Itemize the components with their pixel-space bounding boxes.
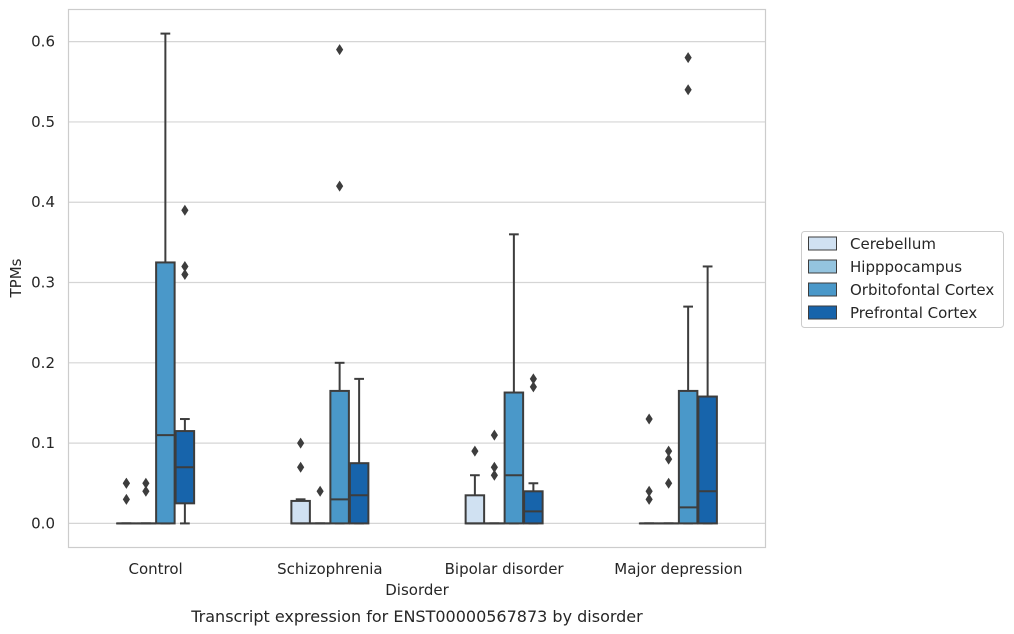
outlier-point: [645, 493, 653, 505]
y-tick-label: 0.0: [31, 514, 55, 532]
outlier-point: [142, 477, 150, 489]
box-cerebellum: [290, 437, 311, 525]
box-orbitofontal-cortex: [155, 32, 176, 525]
box-groups: [116, 32, 718, 525]
chart-caption: Transcript expression for ENST0000056787…: [190, 607, 643, 626]
legend-label: Prefrontal Cortex: [850, 304, 977, 322]
x-tick-label: Schizophrenia: [277, 560, 382, 578]
y-tick-label: 0.4: [31, 193, 55, 211]
box-prefrontal-cortex: [523, 373, 544, 525]
y-axis-title: TPMs: [7, 258, 25, 298]
outlier-point: [181, 204, 189, 216]
outlier-point: [297, 461, 305, 473]
box-prefrontal-cortex: [697, 265, 718, 525]
box-body: [464, 494, 486, 525]
outlier-point: [181, 268, 189, 280]
box-prefrontal-cortex: [348, 377, 370, 525]
box-hipppocampus: [484, 429, 505, 525]
outlier-point: [645, 485, 653, 497]
legend-label: Orbitofontal Cortex: [850, 281, 994, 299]
outlier-point: [142, 485, 150, 497]
y-tick-label: 0.2: [31, 354, 55, 372]
legend-swatch: [808, 259, 837, 274]
outlier-point: [665, 445, 673, 457]
outlier-point: [490, 461, 498, 473]
box-body: [677, 389, 699, 525]
legend-label: Hipppocampus: [850, 258, 962, 276]
outlier-point: [684, 52, 692, 64]
box-cerebellum: [116, 477, 137, 525]
outlier-point: [336, 180, 344, 192]
legend-swatch: [808, 236, 837, 251]
legend-label: Cerebellum: [850, 235, 936, 253]
box-cerebellum: [464, 445, 486, 525]
outlier-point: [336, 44, 344, 56]
box-body: [290, 499, 311, 525]
legend-frame: [801, 231, 1004, 328]
box-body: [348, 462, 370, 525]
box-body: [523, 490, 544, 525]
outlier-point: [684, 84, 692, 96]
outlier-point: [490, 429, 498, 441]
box-hipppocampus: [658, 445, 679, 525]
y-axis-ticks: 0.0 0.1 0.2 0.3 0.4 0.5 0.6: [31, 33, 55, 533]
box-body: [697, 395, 718, 525]
plot-frame: [67, 8, 767, 549]
outlier-point: [471, 445, 479, 457]
y-tick-label: 0.5: [31, 113, 55, 131]
outlier-point: [122, 477, 130, 489]
outlier-point: [665, 453, 673, 465]
outlier-point: [122, 493, 130, 505]
outlier-point: [490, 469, 498, 481]
box-orbitofontal-cortex: [503, 233, 525, 525]
outlier-point: [316, 485, 324, 497]
box-orbitofontal-cortex: [329, 44, 350, 525]
y-tick-label: 0.1: [31, 434, 55, 452]
x-axis-title: Disorder: [385, 581, 449, 599]
x-tick-label: Bipolar disorder: [445, 560, 565, 578]
outlier-point: [665, 477, 673, 489]
box-prefrontal-cortex: [174, 204, 196, 525]
x-tick-label: Control: [129, 560, 183, 578]
legend: Cerebellum Hipppocampus Orbitofontal Corte…: [801, 231, 1004, 328]
outlier-point: [645, 413, 653, 425]
y-tick-label: 0.6: [31, 33, 55, 51]
outlier-point: [529, 373, 537, 385]
outlier-point: [297, 437, 305, 449]
outlier-point: [181, 260, 189, 272]
box-body: [329, 389, 350, 525]
outlier-point: [529, 381, 537, 393]
legend-swatch: [808, 282, 837, 297]
x-axis-ticks: Control Schizophrenia Bipolar disorder Majo…: [129, 560, 743, 578]
box-body: [155, 261, 176, 525]
legend-swatch: [808, 305, 837, 320]
box-body: [503, 391, 525, 525]
box-orbitofontal-cortex: [677, 52, 699, 525]
y-tick-label: 0.3: [31, 274, 55, 292]
x-tick-label: Major depression: [614, 560, 742, 578]
